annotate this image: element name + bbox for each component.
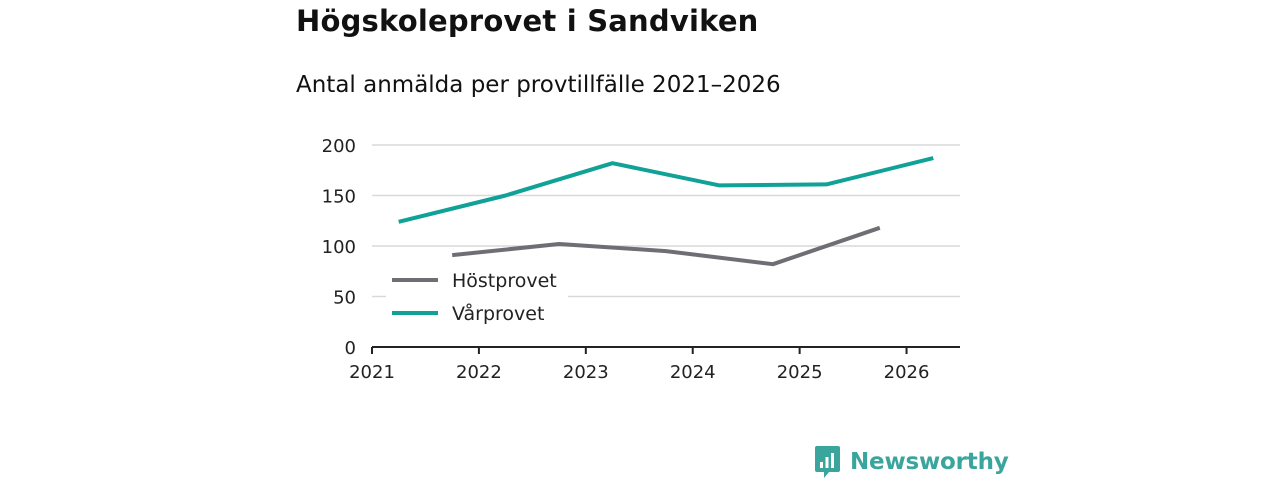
- y-tick-label-200: 200: [322, 136, 356, 157]
- x-tick-label-2023: 2023: [563, 362, 609, 383]
- x-tick-label-2024: 2024: [670, 362, 716, 383]
- y-tick-label-100: 100: [322, 237, 356, 258]
- series-line-v-rprovet: [398, 156, 934, 224]
- x-tick-label-2021: 2021: [349, 362, 395, 383]
- series-line-h-stprovet: [451, 225, 881, 267]
- newsworthy-logo-icon: [815, 446, 840, 478]
- y-tick-label-150: 150: [322, 187, 356, 208]
- axes: 0 50 100 150 200 2021 2022 2023 2024 2025 2026: [322, 136, 960, 383]
- chart-subtitle: Antal anmälda per provtillfälle 2021–202…: [296, 72, 781, 98]
- legend-label-v-rprovet: Vårprovet: [452, 302, 544, 325]
- newsworthy-branding: Newsworthy: [814, 444, 1009, 480]
- y-tick-label-50: 50: [333, 288, 356, 309]
- brand-name: Newsworthy: [850, 449, 1009, 475]
- x-tick-label-2026: 2026: [884, 362, 930, 383]
- legend: Höstprovet Vårprovet: [386, 262, 568, 332]
- chart-title: Högskoleprovet i Sandviken: [296, 4, 759, 38]
- y-tick-label-0: 0: [345, 338, 356, 359]
- legend-background: [386, 262, 568, 332]
- x-tick-label-2022: 2022: [456, 362, 502, 383]
- x-tick-label-2025: 2025: [777, 362, 823, 383]
- legend-label-h-stprovet: Höstprovet: [452, 270, 557, 292]
- series-lines: [398, 156, 934, 267]
